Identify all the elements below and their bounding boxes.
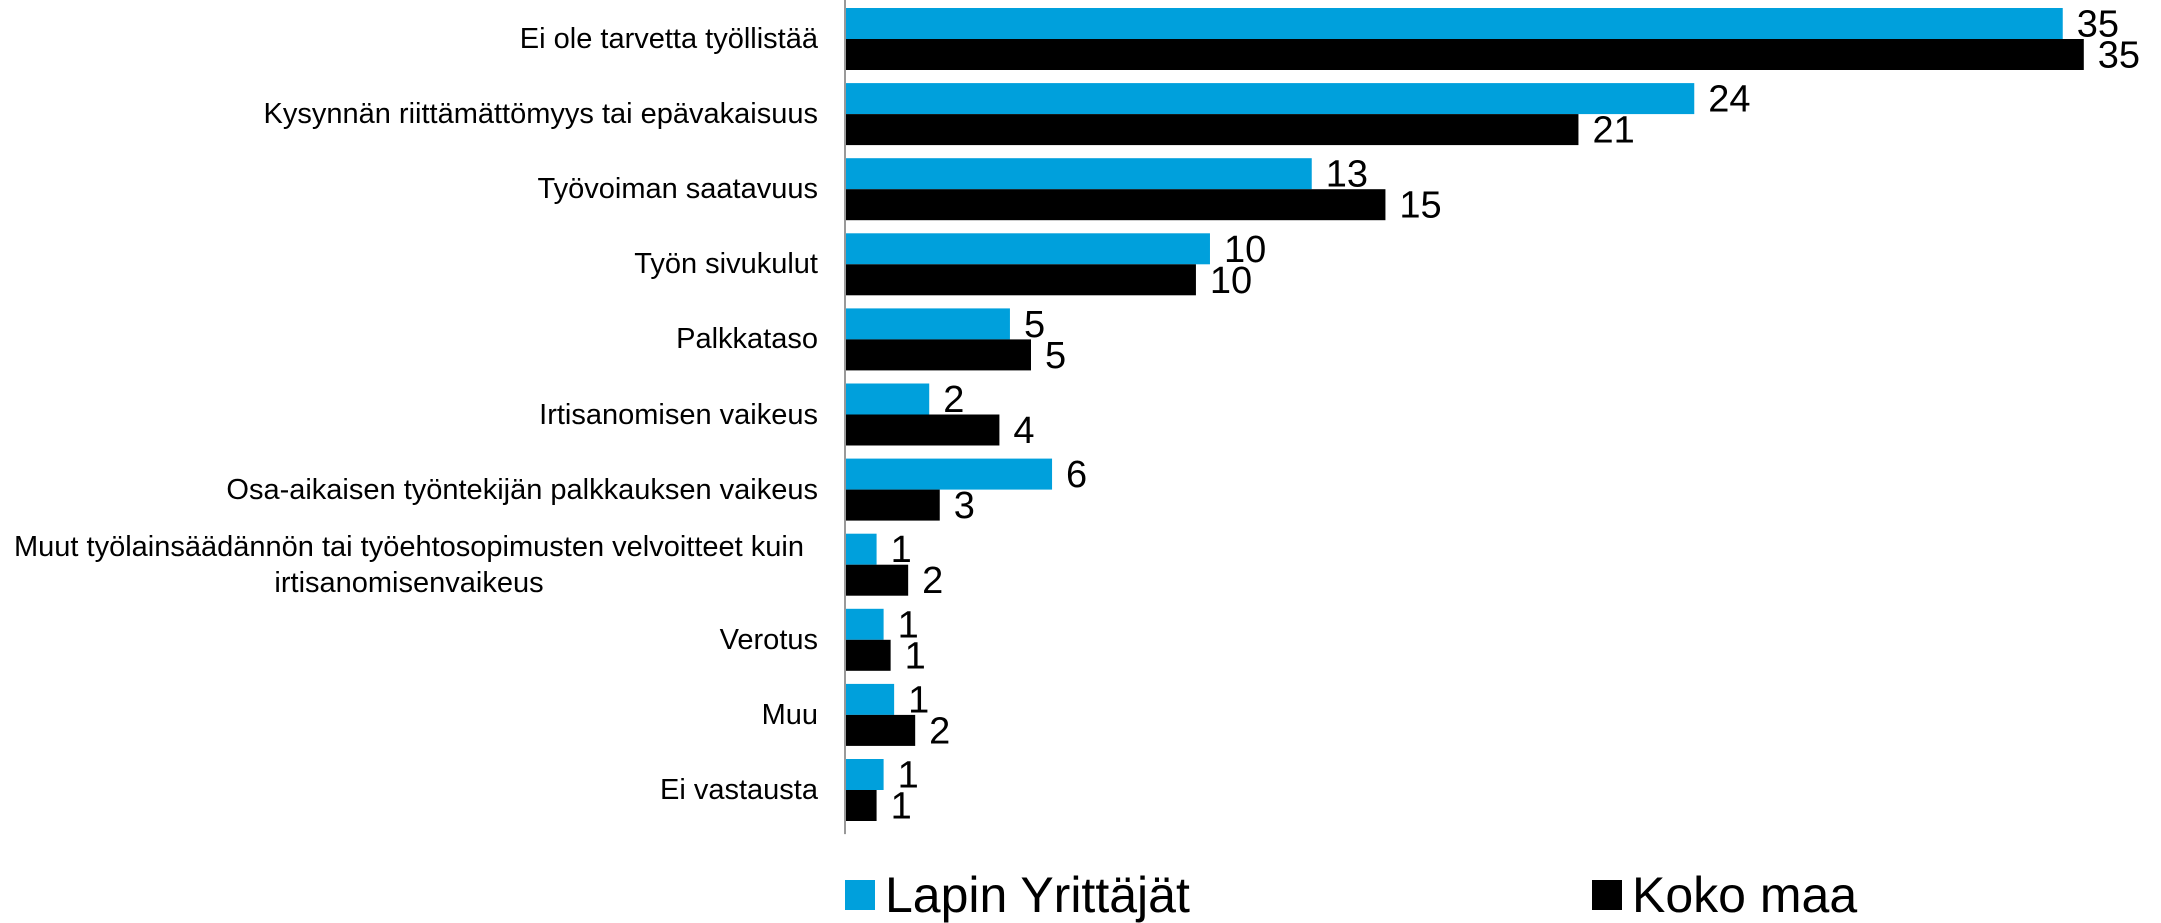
bar [845,790,877,821]
category-label-box: Irtisanomisen vaikeus [0,384,818,446]
value-label: 4 [1013,410,1034,452]
category-label-box: Palkkataso [0,308,818,370]
category-label-box: Verotus [0,609,818,671]
category-label-box: Muut työlainsäädännön tai työehtosopimus… [0,531,818,599]
bar [845,308,1010,340]
category-label: Verotus [719,623,818,656]
value-label: 1 [898,755,919,797]
category-label: Työn sivukulut [634,248,818,281]
bar [845,8,2063,39]
value-label: 3 [954,485,975,527]
value-label: 10 [1224,229,1266,271]
bar [845,608,884,640]
value-label: 6 [1066,454,1087,496]
legend-swatch [1592,880,1622,910]
category-label: Ei ole tarvetta työllistää [519,23,818,55]
value-label: 35 [2098,35,2140,77]
value-label: 10 [1210,260,1252,302]
category-label-box: Työn sivukulut [0,233,818,295]
bar [845,114,1579,146]
legend-item: Koko maa [1592,865,1857,923]
bar [845,83,1695,115]
category-label: Työvoiman saatavuus [537,173,818,206]
value-label: 2 [922,560,943,602]
bar [845,233,1210,265]
category-label: Ei vastausta [660,774,818,806]
legend-item: Lapin Yrittäjät [845,865,1190,923]
bar [845,683,895,715]
legend-swatch [845,880,875,910]
bar [845,489,940,521]
bar [845,458,1053,490]
bar [845,39,2084,70]
value-label: 1 [891,529,912,571]
bar [845,158,1312,190]
bar [845,714,916,746]
bar [845,189,1386,221]
value-label: 2 [943,379,964,421]
bar [845,414,1000,446]
value-label: 15 [1399,185,1441,227]
category-label-box: Kysynnän riittämättömyys tai epävakaisuu… [0,83,818,145]
value-label: 1 [898,604,919,646]
value-label: 5 [1045,335,1066,377]
bar [845,383,930,415]
category-label: Kysynnän riittämättömyys tai epävakaisuu… [263,98,818,131]
bar [845,639,891,671]
bar [845,759,884,790]
category-label: Osa-aikaisen työntekijän palkkauksen vai… [226,473,818,506]
value-label: 1 [908,679,929,721]
category-label-box: Ei ole tarvetta työllistää [0,8,818,70]
legend-label: Koko maa [1632,867,1858,923]
category-label: Muu [761,698,818,731]
bar [845,339,1031,371]
value-label: 24 [1708,79,1750,121]
value-label: 1 [905,635,926,677]
category-label: Muut työlainsäädännön tai työehtosopimus… [14,530,804,599]
category-label-box: Työvoiman saatavuus [0,158,818,220]
value-label: 2 [929,710,950,752]
category-label-box: Osa-aikaisen työntekijän palkkauksen vai… [0,459,818,521]
bar [845,564,909,596]
value-label: 35 [2077,4,2119,46]
legend-label: Lapin Yrittäjät [885,867,1190,923]
bar [845,264,1196,296]
value-label: 21 [1592,110,1634,152]
value-label: 5 [1024,304,1045,346]
category-label: Irtisanomisen vaikeus [539,398,818,431]
category-label: Palkkataso [676,323,818,356]
bar [845,533,877,565]
value-label: 1 [891,786,912,828]
value-label: 13 [1326,154,1368,196]
category-label-box: Ei vastausta [0,759,818,821]
category-label-box: Muu [0,684,818,746]
